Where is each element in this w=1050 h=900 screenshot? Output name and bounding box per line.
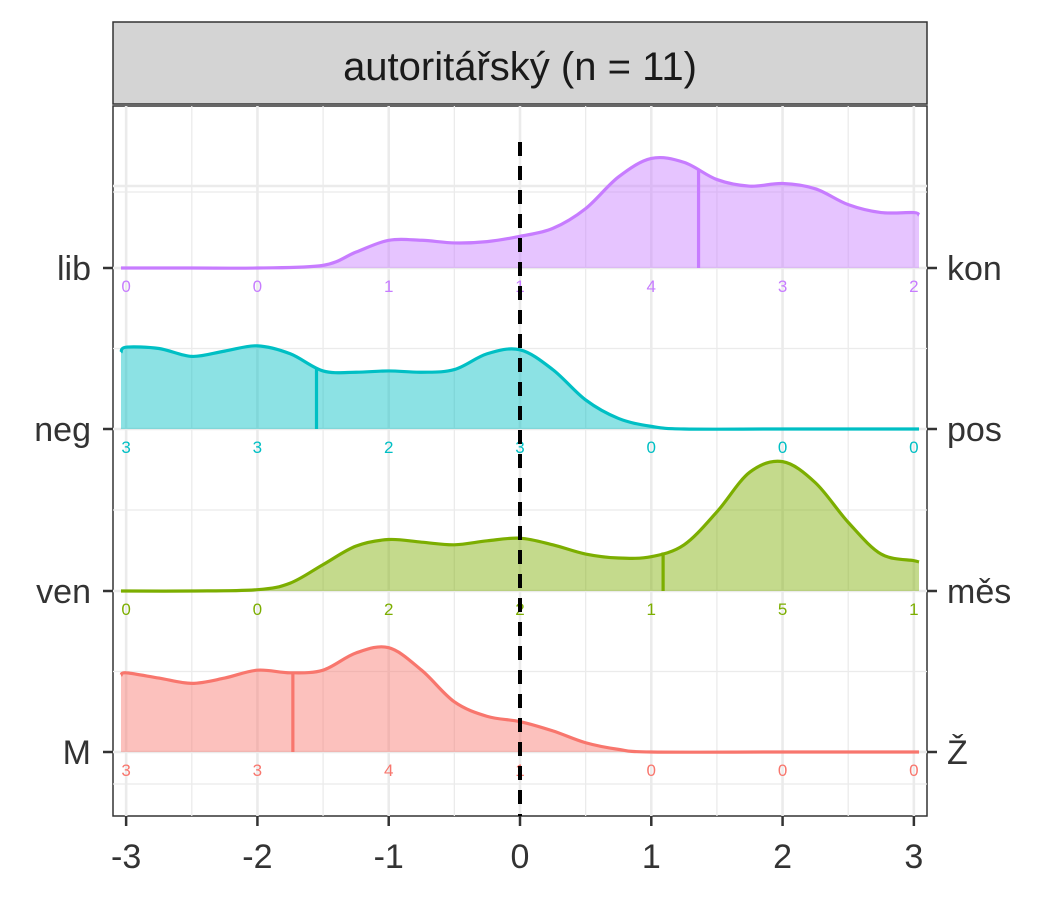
density-line-M <box>119 645 919 754</box>
count-label: 3 <box>121 761 130 780</box>
y-axis-right: kon pos měs Ž <box>927 250 1011 772</box>
y-axis-left: lib neg ven M <box>34 250 113 772</box>
count-label: 4 <box>384 761 393 780</box>
y-tick-label-left: M <box>63 734 91 772</box>
y-tick-label-right: Ž <box>947 734 968 772</box>
ridge-M: 3341000 <box>119 645 919 780</box>
x-tick-label: 2 <box>773 838 792 876</box>
y-tick-label-right: kon <box>947 250 1002 288</box>
x-axis: -3 -2 -1 0 1 2 3 <box>111 816 923 876</box>
density-area-lib <box>121 157 919 269</box>
count-label: 2 <box>384 600 393 619</box>
facet-strip: autoritářský (n = 11) <box>112 21 928 105</box>
density-line-neg <box>119 344 919 431</box>
count-label: 2 <box>909 277 918 296</box>
count-label: 1 <box>909 600 918 619</box>
y-tick-label-left: lib <box>57 250 91 288</box>
x-tick-label: 0 <box>511 838 530 876</box>
count-label: 1 <box>647 600 656 619</box>
count-label: 0 <box>647 761 656 780</box>
density-area-M <box>121 646 919 753</box>
count-label: 0 <box>121 277 130 296</box>
count-label: 5 <box>778 600 787 619</box>
x-tick-label: -3 <box>111 838 141 876</box>
count-label: 3 <box>515 438 524 457</box>
count-label: 2 <box>384 438 393 457</box>
y-tick-label-left: ven <box>36 573 91 611</box>
density-line-lib <box>121 155 921 270</box>
y-tick-label-right: měs <box>947 573 1011 611</box>
x-tick-label: -1 <box>374 838 404 876</box>
count-label: 0 <box>647 438 656 457</box>
facet-title: autoritářský (n = 11) <box>343 45 697 89</box>
count-label: 0 <box>909 761 918 780</box>
count-label: 0 <box>253 277 262 296</box>
y-tick-label-left: neg <box>34 411 91 449</box>
count-label: 3 <box>778 277 787 296</box>
ridge-lib: 0011432 <box>121 155 921 296</box>
x-tick-label: 1 <box>642 838 661 876</box>
count-label: 3 <box>253 438 262 457</box>
x-tick-label: -2 <box>242 838 272 876</box>
count-label: 0 <box>121 600 130 619</box>
count-label: 3 <box>253 761 262 780</box>
density-area-ven <box>121 461 919 592</box>
x-tick-label: 3 <box>904 838 923 876</box>
count-label: 3 <box>121 438 130 457</box>
count-label: 0 <box>778 438 787 457</box>
count-label: 1 <box>384 277 393 296</box>
count-label: 0 <box>253 600 262 619</box>
y-tick-label-right: pos <box>947 411 1002 449</box>
count-label: 0 <box>909 438 918 457</box>
count-label: 0 <box>778 761 787 780</box>
density-line-ven <box>120 459 920 593</box>
count-label: 4 <box>647 277 656 296</box>
